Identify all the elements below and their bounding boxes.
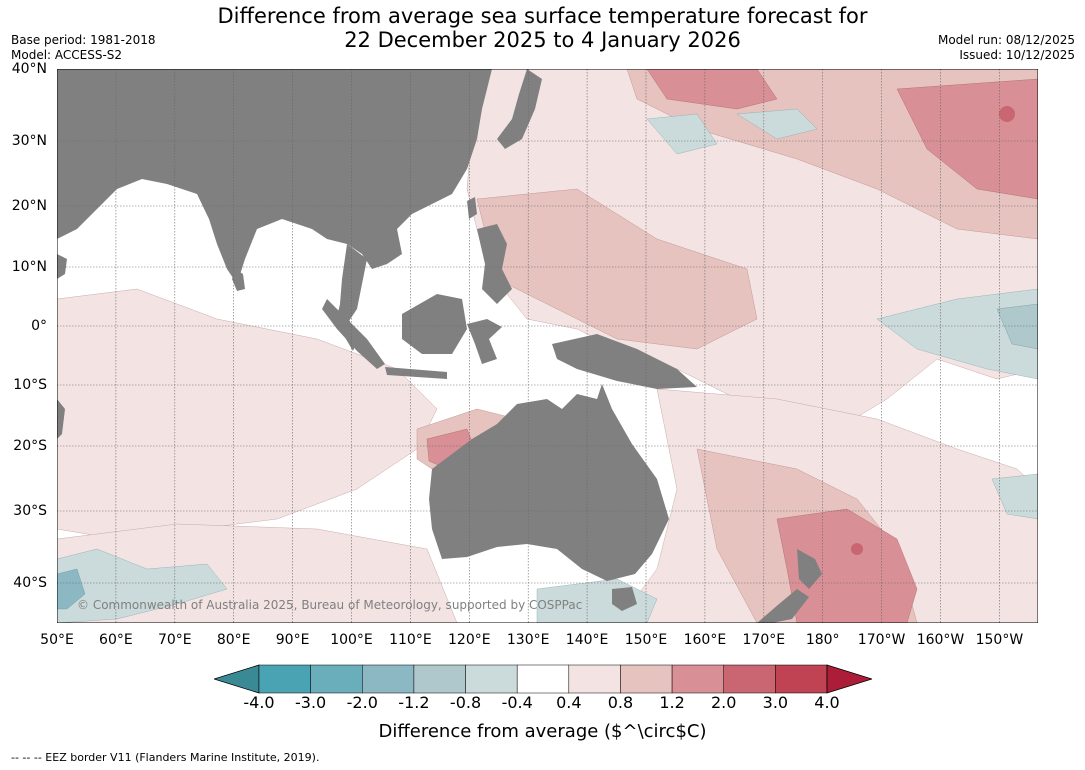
colorbar-label: Difference from average ($^\circ$C) [0, 721, 1085, 742]
issued-date: Issued: 10/12/2025 [959, 48, 1075, 62]
latitude-label: 40°N [11, 61, 47, 77]
land-borneo [402, 294, 467, 354]
land-sulawesi [467, 319, 502, 364]
cool-region-north-pacific [646, 113, 718, 155]
longitude-label: 160°E [683, 632, 727, 648]
colorbar-label-text: Difference from average ($^\circ$C) [378, 721, 707, 742]
longitude-label: 90°E [275, 632, 310, 648]
land-new-zealand-south [757, 589, 809, 623]
colorbar-tick-label: -0.8 [449, 693, 482, 712]
colorbar-tick-label: 0.4 [556, 693, 582, 712]
sst-anomaly-map [57, 69, 1038, 623]
longitude-label: 160°W [916, 632, 965, 648]
longitude-label: 80°E [216, 632, 251, 648]
map-title: Difference from average sea surface temp… [0, 4, 1085, 52]
latitude-label: 40°S [13, 575, 47, 591]
longitude-label: 170°W [857, 632, 906, 648]
colorbar-tick-label: -3.0 [295, 693, 327, 712]
model-run: Model run: 08/12/2025 [937, 33, 1075, 47]
colorbar-tick-label: 1.2 [659, 693, 685, 712]
land-japan [497, 69, 542, 149]
land-philippines [477, 224, 512, 304]
colorbar-tick-label: 3.0 [762, 693, 789, 712]
colorbar-tick-label: -2.0 [346, 693, 378, 712]
latitude-label: 0° [31, 318, 47, 334]
title-line-2: 22 December 2025 to 4 January 2026 [344, 28, 741, 52]
colorbar-segment [568, 664, 621, 694]
longitude-label: 180° [805, 632, 840, 648]
land-masses [57, 69, 822, 623]
cool-region-east-equatorial-pacific [876, 288, 1038, 380]
colorbar-tick-label: -4.0 [243, 693, 275, 712]
latitude-label: 20°S [13, 438, 47, 454]
land-java [385, 367, 447, 379]
longitude-label: 150°E [624, 632, 668, 648]
colorbar-segment [413, 664, 466, 694]
longitude-label: 70°E [157, 632, 192, 648]
land-indochina-peninsula [340, 244, 367, 324]
colorbar-tick-label: 2.0 [710, 693, 737, 712]
longitude-label: 110°E [389, 632, 432, 648]
model-name: Model: ACCESS-S2 [11, 48, 123, 62]
latitude-label: 10°S [13, 377, 47, 393]
base-period: Base period: 1981-2018 [11, 33, 156, 47]
run-info: Model run: 08/12/2025 Issued: 10/12/2025 [938, 33, 1075, 63]
land-sumatra [322, 299, 385, 369]
anomaly-regions [57, 69, 1038, 623]
cool-region-southwest-core [57, 568, 86, 610]
longitude-label: 130°E [506, 632, 550, 648]
land-new-guinea [552, 334, 697, 389]
latitude-label: 30°S [13, 503, 47, 519]
cool-region-southwest-indian [57, 548, 228, 623]
colorbar-tick-label: 0.8 [607, 693, 634, 712]
land-australia [429, 384, 669, 581]
latitude-label: 20°N [11, 198, 47, 214]
strong-warm-new-zealand-east [776, 508, 918, 623]
longitude-label: 170°E [742, 632, 786, 648]
land-new-zealand-north [797, 549, 822, 589]
colorbar-segment [258, 664, 311, 694]
colorbar-segment [671, 664, 724, 694]
colorbar-tick-label: 4.0 [814, 693, 840, 712]
colorbar-segment [362, 664, 415, 694]
colorbar-segment [310, 664, 363, 694]
longitude-label: 120°E [448, 632, 491, 648]
land-arabia-coast [57, 254, 67, 279]
latitude-label: 30°N [11, 133, 47, 149]
colorbar-segment [775, 664, 828, 694]
longitude-label: 150°W [975, 632, 1024, 648]
land-asia [57, 69, 492, 284]
hot-spot-north-pacific [999, 106, 1015, 122]
colorbar-segment [516, 664, 570, 694]
longitude-label: 60°E [99, 632, 133, 648]
title-line-1: Difference from average sea surface temp… [217, 4, 868, 28]
land-madagascar [57, 399, 65, 439]
colorbar-arrow-high [826, 664, 872, 694]
colorbar-segment [620, 664, 673, 694]
colorbar-tick-label: -1.2 [398, 693, 430, 712]
hot-spot-nz [851, 543, 863, 555]
cool-region-north-pacific-2 [736, 108, 818, 140]
land-tasmania [612, 587, 637, 611]
longitude-label: 140°E [565, 632, 609, 648]
colorbar-segment [465, 664, 518, 694]
copyright-notice: © Commonwealth of Australia 2025, Bureau… [77, 598, 583, 612]
cool-region-southeast-pacific [991, 473, 1038, 520]
strong-warm-north-pacific-center [646, 69, 778, 110]
longitude-label: 100°E [330, 632, 373, 648]
longitude-label: 50°E [40, 632, 74, 648]
colorbar-tick-label: -0.4 [501, 693, 533, 712]
colorbar [214, 664, 872, 694]
cool-region-east-pacific-core [996, 303, 1038, 350]
colorbar-arrow-low [214, 664, 260, 694]
land-sri-lanka [232, 269, 245, 291]
warm-region-maritime-continent [476, 188, 758, 350]
latitude-label: 10°N [11, 259, 47, 275]
eez-legend: -- -- -- EEZ border V11 (Flanders Marine… [11, 751, 320, 764]
colorbar-segment [723, 664, 776, 694]
graticule [57, 69, 1038, 623]
base-info: Base period: 1981-2018 Model: ACCESS-S2 [11, 33, 156, 63]
